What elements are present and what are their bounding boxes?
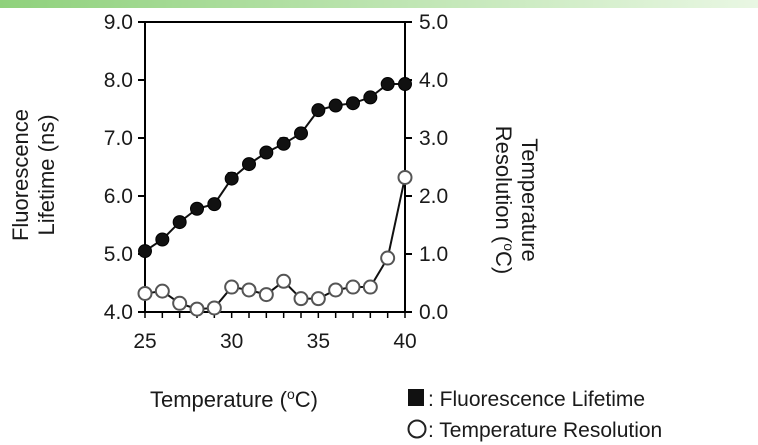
lifetime-point bbox=[311, 103, 326, 118]
resolution-point bbox=[345, 279, 361, 295]
legend: : Fluorescence Lifetime : Temperature Re… bbox=[407, 388, 662, 442]
left-tick-label: 5.0 bbox=[104, 243, 133, 266]
x-tick-label: 25 bbox=[133, 330, 156, 353]
resolution-point bbox=[258, 287, 274, 303]
right-tick-label: 1.0 bbox=[419, 243, 448, 266]
resolution-point bbox=[241, 282, 257, 298]
resolution-point bbox=[224, 279, 240, 295]
lifetime-point bbox=[380, 77, 395, 92]
right-y-axis-ticks: 0.0 1.0 2.0 3.0 4.0 5.0 bbox=[405, 11, 448, 324]
left-tick-label: 7.0 bbox=[104, 127, 133, 150]
right-y-axis-title-line1: Temperature bbox=[517, 138, 542, 262]
right-tick-label: 0.0 bbox=[419, 301, 448, 324]
lifetime-point bbox=[259, 145, 274, 160]
plot-border bbox=[144, 21, 406, 313]
resolution-point bbox=[206, 300, 222, 316]
header-bar bbox=[0, 0, 758, 8]
lifetime-point bbox=[190, 201, 204, 216]
left-y-axis-title: Fluorescence Lifetime (ns) bbox=[8, 109, 59, 241]
lifetime-point bbox=[276, 136, 291, 151]
lifetime-point bbox=[398, 77, 412, 92]
resolution-point bbox=[189, 301, 205, 317]
right-tick-label: 2.0 bbox=[419, 185, 448, 208]
lifetime-point bbox=[363, 90, 378, 105]
x-tick-label: 40 bbox=[393, 330, 416, 353]
left-y-axis-ticks: 4.0 5.0 6.0 7.0 8.0 9.0 bbox=[104, 11, 145, 324]
right-y-axis-title-line2: Resolution (oC) bbox=[491, 126, 517, 274]
series-line-lifetime bbox=[144, 83, 405, 252]
x-tick-label: 30 bbox=[220, 330, 243, 353]
x-tick-label: 35 bbox=[307, 330, 330, 353]
series-lines bbox=[144, 83, 406, 311]
resolution-point bbox=[154, 283, 170, 299]
left-tick-label: 9.0 bbox=[104, 11, 133, 34]
resolution-point bbox=[137, 285, 153, 301]
resolution-point bbox=[397, 169, 413, 185]
lifetime-point bbox=[224, 171, 239, 186]
lifetime-point bbox=[172, 215, 187, 230]
resolution-point bbox=[380, 250, 396, 266]
resolution-point bbox=[362, 279, 378, 295]
lifetime-point bbox=[138, 244, 152, 259]
x-axis-title: Temperature (oC) bbox=[150, 386, 318, 412]
resolution-point bbox=[328, 282, 344, 298]
left-tick-label: 8.0 bbox=[104, 69, 133, 92]
left-y-axis-title-line2: Lifetime (ns) bbox=[34, 114, 59, 235]
lifetime-point bbox=[346, 96, 360, 111]
right-tick-label: 3.0 bbox=[419, 127, 448, 150]
resolution-point bbox=[172, 295, 188, 311]
resolution-point bbox=[293, 291, 309, 307]
legend-label-lifetime: : Fluorescence Lifetime bbox=[428, 388, 645, 411]
legend-label-resolution: : Temperature Resolution bbox=[428, 419, 662, 442]
x-axis-ticks: 25 30 35 40 bbox=[133, 312, 417, 353]
lifetime-point bbox=[242, 157, 256, 172]
lifetime-point bbox=[155, 232, 170, 247]
resolution-point bbox=[276, 273, 292, 289]
right-y-axis-title: Temperature Resolution (oC) bbox=[491, 126, 542, 274]
lifetime-point bbox=[294, 126, 308, 141]
left-y-axis-title-line1: Fluorescence bbox=[8, 109, 33, 241]
plot-frame bbox=[144, 21, 406, 313]
resolution-point bbox=[310, 291, 326, 307]
lifetime-point bbox=[207, 197, 222, 212]
legend-filled-square-icon bbox=[408, 389, 424, 406]
series-markers bbox=[137, 77, 413, 317]
left-tick-label: 4.0 bbox=[104, 301, 133, 324]
legend-open-circle-icon bbox=[407, 419, 427, 439]
lifetime-point bbox=[328, 98, 343, 113]
left-tick-label: 6.0 bbox=[104, 185, 133, 208]
right-tick-label: 5.0 bbox=[419, 11, 448, 34]
right-tick-label: 4.0 bbox=[419, 69, 448, 92]
series-line-resolution bbox=[144, 177, 406, 311]
